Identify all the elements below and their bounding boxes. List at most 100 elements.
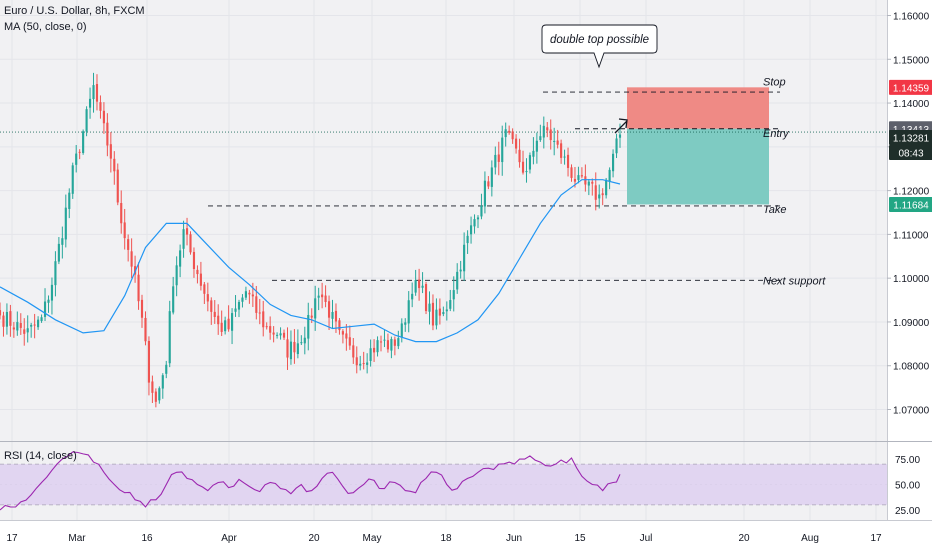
time-tick-label: 15 [574,533,586,544]
candle-body [217,315,220,325]
candle-body [362,363,365,365]
candle-body [307,315,310,339]
candle-body [331,311,334,319]
candle-body [210,300,213,312]
candle-body [490,167,493,187]
price-tick-label: 1.16000 [893,12,930,23]
candle-body [206,294,209,302]
level-label: Stop [763,76,786,88]
candle-body [515,138,518,149]
countdown-tag-text: 08:43 [898,149,923,160]
candle-body [43,301,47,317]
level-label: Next support [763,275,826,287]
candle-body [369,348,372,361]
take-profit-zone [627,128,769,205]
candle-body [348,337,351,346]
candle-body [282,332,286,338]
time-tick-label: 16 [141,533,153,544]
time-tick-label: 20 [308,533,320,544]
candle-body [532,150,535,157]
candle-body [580,175,583,177]
candle-body [286,339,289,358]
candle-body [449,300,452,309]
ma-50-line [0,179,621,343]
candles [0,72,622,408]
candle-body [438,308,441,316]
candle-body [605,179,608,196]
candle-body [445,309,448,312]
candle-body [303,337,306,344]
candle-body [172,286,175,313]
candle-body [237,301,241,310]
candle-body [577,175,580,180]
candle-body [61,238,64,245]
candle-body [106,122,109,146]
candle-body [244,291,247,298]
price-tick-label: 1.07000 [893,406,930,417]
candle-body [251,294,254,297]
last-price-tag-bg [889,130,932,146]
candle-body [546,127,549,131]
candle-body [535,140,538,152]
rsi-band [0,464,887,505]
rsi-tick-label: 25.00 [895,506,920,517]
candle-body [334,310,338,322]
ma-label: MA (50, close, 0) [4,21,87,33]
candle-body [338,320,341,331]
stop-price-tag-bg [889,79,932,95]
candle-body [539,136,542,141]
candle-body [154,391,157,402]
candle-body [584,176,587,185]
candle-body [366,362,369,365]
candle-body [397,338,400,347]
candle-body [293,341,296,353]
candle-body [258,312,261,314]
rsi-panel [0,451,887,511]
candle-body [234,308,237,312]
candle-body [528,155,532,170]
candle-body [611,153,615,172]
candle-body [161,375,164,389]
candle-body [400,323,403,337]
candle-body [463,244,466,272]
candle-body [570,167,573,178]
candle-body [549,129,552,141]
ma-line [0,179,621,343]
entry-arrow [614,118,628,134]
candle-body [300,342,303,344]
level-lines [0,91,887,281]
price-tick-label: 1.11000 [893,230,929,241]
candle-body [92,85,95,100]
candle-body [123,222,126,239]
rsi-line [0,451,621,511]
candle-body [147,340,151,383]
candle-body [373,347,376,353]
candle-body [452,290,455,300]
candle-body [560,143,563,158]
candle-body [241,297,244,302]
candle-body [466,235,469,244]
candle-body [376,340,379,353]
candle-body [615,138,618,154]
candle-body [601,193,604,196]
candle-body [276,334,279,336]
candle-body [494,154,497,168]
candle-body [262,311,265,328]
candle-body [140,299,144,318]
time-tick-label: Aug [801,533,819,544]
candle-body [102,110,105,124]
candle-body [321,294,324,298]
candle-body [314,298,317,319]
price-tick-label: 1.08000 [893,362,930,373]
candle-body [618,134,622,138]
candle-body [424,283,428,312]
candle-body [175,265,178,286]
candle-body [57,243,60,262]
candle-body [199,273,202,286]
candle-body [179,250,182,267]
candle-body [556,140,559,145]
candle-body [137,274,140,302]
